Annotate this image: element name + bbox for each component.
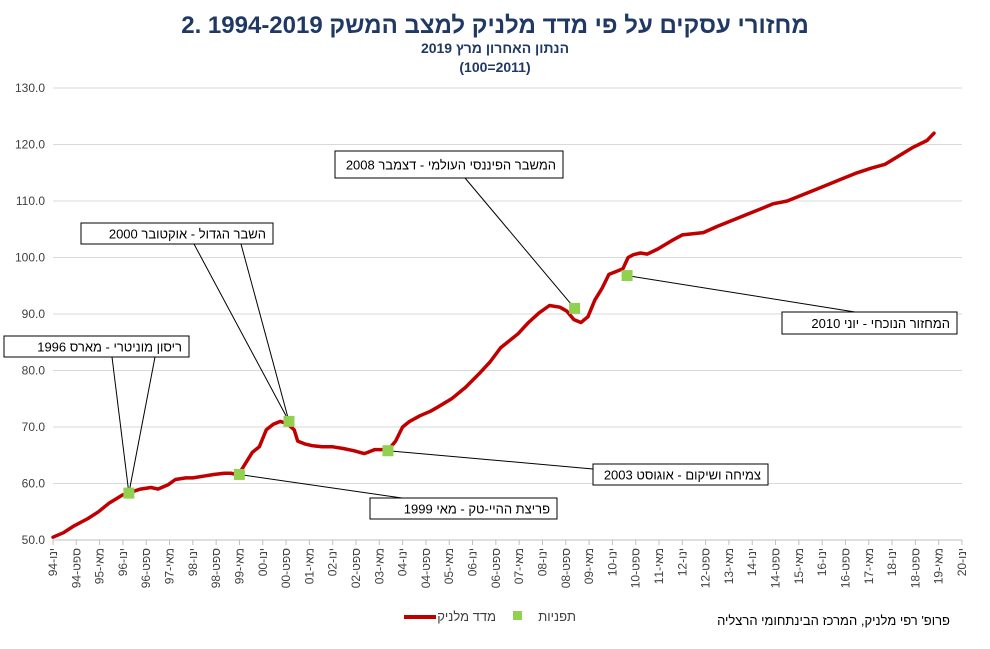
x-tick-label: ספט-94 [69,548,83,588]
legend-label-index: מדד מלניק [437,609,496,624]
turning-point-marker [233,468,245,480]
annotation-leader-line [464,177,576,309]
y-tick-label: 80.0 [22,364,46,378]
turning-point-marker [621,270,633,282]
y-tick-label: 50.0 [22,533,46,547]
turning-point-marker [382,445,394,457]
x-tick-label: ינו-08 [535,548,549,576]
melnick-index-line [51,131,936,539]
y-tick-label: 90.0 [22,307,46,321]
x-tick-label: מאי-09 [582,548,596,584]
y-tick-label: 110.0 [16,194,45,208]
x-tick-label: מאי-13 [722,548,736,584]
annotation-box [592,463,769,486]
chart-subtitle: הנתון האחרון מרץ 2019 [421,40,569,56]
annotation-leader-line [128,356,156,494]
chart-title: 2. מחזורי עסקים על פי מדד מלניק למצב המש… [181,12,809,39]
x-tick-label: ספט-02 [349,548,363,588]
x-tick-label: מאי-11 [652,548,666,584]
x-tick-label: מאי-19 [932,548,946,584]
legend: מדד מלניק תפניות [404,609,576,624]
x-tick-label: ינו-00 [256,548,270,576]
annotation-box [3,335,190,358]
source-credit: פרופ' רפי מלניק, המרכז הבינתחומי הרצליה [717,613,950,628]
annotation-leaders [111,177,856,499]
annotation-leader-line [240,243,290,422]
x-tick-label: ינו-02 [326,548,340,576]
x-tick-label: מאי-03 [372,548,386,584]
x-tick-label: ספט-98 [209,548,223,588]
x-tick-label: מאי-95 [93,548,107,584]
annotation-label: ריסון מוניטרי - מארס 1996 [37,340,182,355]
gridlines [53,87,962,541]
legend-label-turning-points: תפניות [538,609,576,624]
annotation-label: המשבר הפיננסי העולמי - דצמבר 2008 [346,158,556,173]
annotation-box [80,222,274,245]
legend-marker-swatch [513,611,522,620]
x-tick-label: מאי-15 [792,548,806,584]
annotation-label: השבר הגדול - אוקטובר 2000 [109,227,266,242]
annotation-leader-line [111,356,130,494]
chart-subtitle-base: (100=2011) [459,59,530,75]
y-tick-label: 60.0 [22,477,46,491]
x-tick-label: ספט-14 [769,548,783,588]
x-tick-label: ינו-16 [815,548,829,576]
y-tick-label: 120.0 [15,138,45,152]
x-tick-label: מאי-97 [163,548,177,584]
x-tick-label: ספט-06 [489,548,503,588]
annotation-callouts: ריסון מוניטרי - מארס 1996 השבר הגדול - או… [3,150,958,520]
x-tick-label: ינו-06 [466,548,480,576]
turning-point-marker [283,415,295,427]
annotation-leader-line [626,275,856,313]
x-tick-label: ינו-04 [396,548,410,576]
annotation-box [334,150,564,179]
y-tick-label: 100.0 [15,251,45,265]
x-tick-label: ספט-96 [139,548,153,588]
x-tick-label: ספט-04 [419,548,433,588]
turning-point-markers [123,270,633,499]
plot-area [51,131,936,539]
x-tick-label: ספט-16 [838,548,852,588]
turning-point-marker [569,302,581,314]
x-tick-label: מאי-07 [512,548,526,584]
turning-point-marker [123,487,135,499]
x-tick-label: ינו-12 [675,548,689,576]
x-tick-label: ספט-00 [279,548,293,588]
annotation-leader-line [239,473,403,499]
x-tick-label: ינו-96 [116,548,130,576]
x-tick-label: ספט-18 [908,548,922,588]
y-tick-label: 70.0 [22,420,46,434]
annotation-label: צמיחה ושיקום - אוגוסט 2003 [604,468,761,483]
x-tick-label: ינו-10 [605,548,619,576]
annotation-label: פריצת ההיי-טק - מאי 1999 [404,502,550,517]
x-tick-label: ספט-10 [629,548,643,588]
x-tick-label: ינו-20 [955,548,969,576]
x-tick-label: ספט-12 [699,548,713,588]
x-tick-label: ינו-18 [885,548,899,576]
x-tick-label: מאי-17 [862,548,876,584]
annotation-label: המחזור הנוכחי - יוני 2010 [811,316,950,331]
x-tick-label: מאי-05 [442,548,456,584]
x-tick-label: ינו-98 [186,548,200,576]
y-tick-label: 130.0 [15,81,45,95]
x-tick-label: מאי-01 [302,548,316,584]
x-tick-label: ינו-14 [745,548,759,576]
annotation-leader-line [387,450,594,470]
x-tick-label: ספט-08 [559,548,573,588]
x-tick-label: מאי-99 [232,548,246,584]
axes: 50.0 60.0 70.0 80.0 90.0 100.0 110.0 120.0 130.0… [15,81,969,588]
annotation-box [369,497,558,520]
annotation-leader-line [193,243,290,422]
x-tick-label: ינו-94 [46,548,60,576]
annotation-box [781,311,958,335]
